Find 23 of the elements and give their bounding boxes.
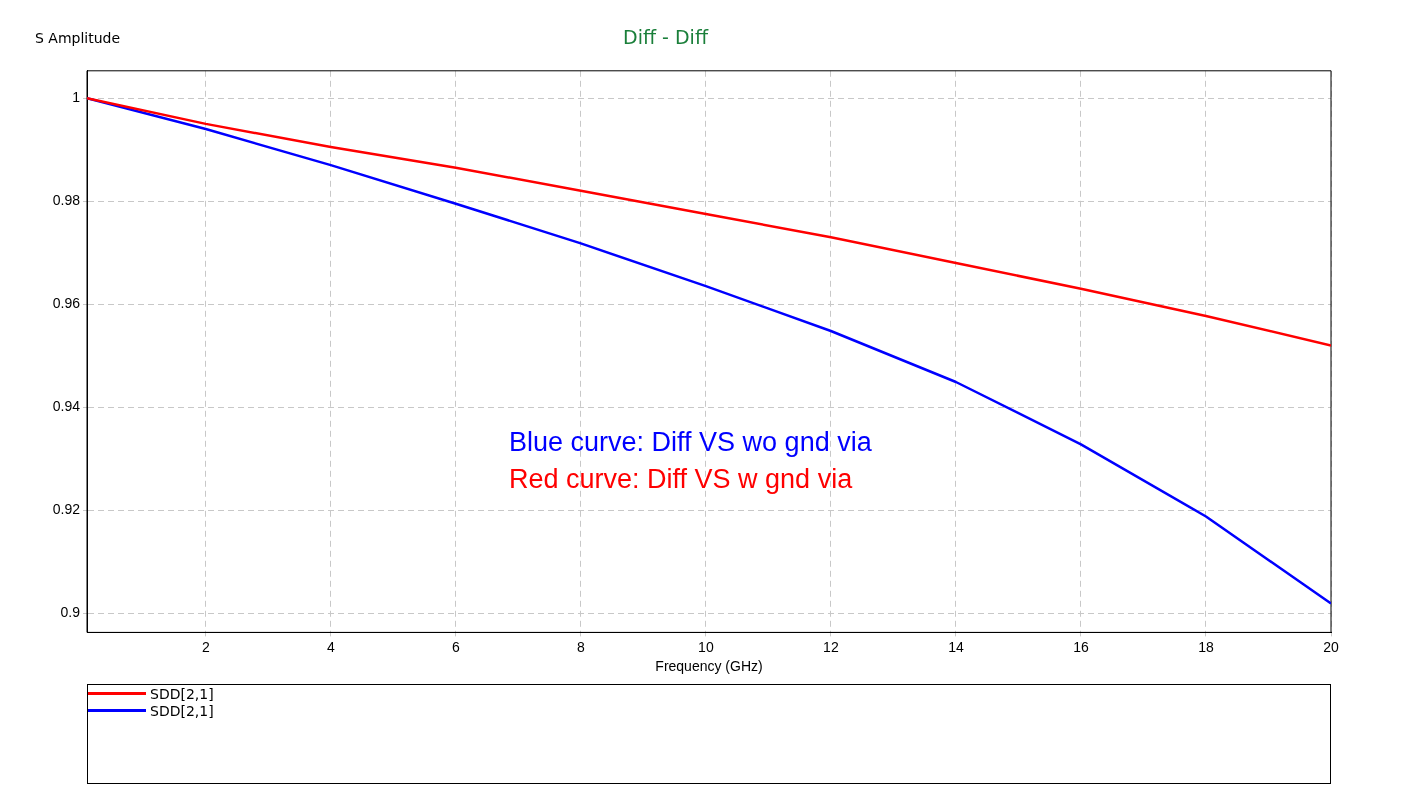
annotation: Blue curve: Diff VS wo gnd via xyxy=(509,427,873,458)
x-tick-label: 16 xyxy=(1073,638,1089,655)
x-tick-label: 18 xyxy=(1198,638,1214,655)
x-tick-label: 6 xyxy=(451,638,460,655)
x-tick-label: 10 xyxy=(698,638,714,655)
y-axis-title: S Amplitude xyxy=(35,29,121,46)
x-tick-label: 2 xyxy=(201,638,210,655)
y-tick-label: 1 xyxy=(72,88,81,105)
legend-label: SDD[2,1] xyxy=(150,702,214,719)
y-tick-label: 0.94 xyxy=(52,398,81,415)
chart-title: Diff - Diff xyxy=(623,26,709,49)
legend-label: SDD[2,1] xyxy=(150,685,214,702)
x-tick-label: 8 xyxy=(576,638,585,655)
y-tick-label: 0.98 xyxy=(52,192,81,209)
x-tick-label: 4 xyxy=(326,638,335,655)
annotation: Red curve: Diff VS w gnd via xyxy=(509,464,854,495)
x-tick-label: 20 xyxy=(1323,638,1339,655)
x-axis-title: Frequency (GHz) xyxy=(655,658,763,675)
x-tick-label: 12 xyxy=(823,638,839,655)
y-tick-label: 0.96 xyxy=(52,295,81,312)
y-tick-label: 0.92 xyxy=(52,501,81,518)
x-tick-label: 14 xyxy=(948,638,964,655)
y-tick-label: 0.9 xyxy=(60,604,81,621)
